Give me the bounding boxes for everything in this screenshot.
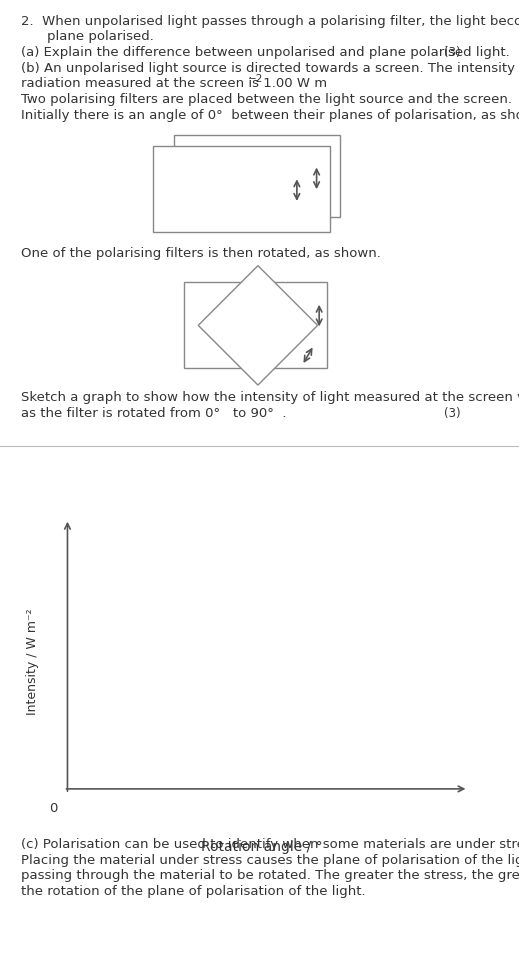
Text: −2: −2 [248, 74, 263, 84]
Text: 2.  When unpolarised light passes through a polarising filter, the light becomes: 2. When unpolarised light passes through… [21, 15, 519, 27]
Text: Rotation angle / °: Rotation angle / ° [201, 840, 323, 854]
Text: passing through the material to be rotated. The greater the stress, the greater: passing through the material to be rotat… [21, 869, 519, 882]
Text: radiation measured at the screen is 1.00 W m: radiation measured at the screen is 1.00… [21, 77, 327, 90]
Text: the rotation of the plane of polarisation of the light.: the rotation of the plane of polarisatio… [21, 885, 365, 898]
Text: Placing the material under stress causes the plane of polarisation of the light: Placing the material under stress causes… [21, 854, 519, 866]
Text: 0: 0 [49, 802, 58, 814]
Text: (c) Polarisation can be used to identify when some materials are under stress.: (c) Polarisation can be used to identify… [21, 838, 519, 851]
Text: (3): (3) [444, 407, 460, 419]
Text: (b) An unpolarised light source is directed towards a screen. The intensity of: (b) An unpolarised light source is direc… [21, 62, 519, 74]
Bar [174, 135, 340, 217]
Text: plane polarised.: plane polarised. [47, 30, 154, 43]
Text: as the filter is rotated from 0°   to 90°  .: as the filter is rotated from 0° to 90° … [21, 407, 286, 419]
Text: Initially there is an angle of 0°  between their planes of polarisation, as show: Initially there is an angle of 0° betwee… [21, 109, 519, 122]
Text: (3): (3) [444, 46, 460, 59]
Bar [153, 146, 330, 232]
Text: Intensity / W m⁻²: Intensity / W m⁻² [26, 609, 39, 714]
Text: Two polarising filters are placed between the light source and the screen.: Two polarising filters are placed betwee… [21, 93, 512, 106]
Polygon shape [198, 266, 318, 385]
Text: (a) Explain the difference between unpolarised and plane polarised light.: (a) Explain the difference between unpol… [21, 46, 514, 59]
Text: One of the polarising filters is then rotated, as shown.: One of the polarising filters is then ro… [21, 247, 380, 260]
Bar [184, 282, 327, 368]
Text: Sketch a graph to show how the intensity of light measured at the screen varies: Sketch a graph to show how the intensity… [21, 391, 519, 404]
